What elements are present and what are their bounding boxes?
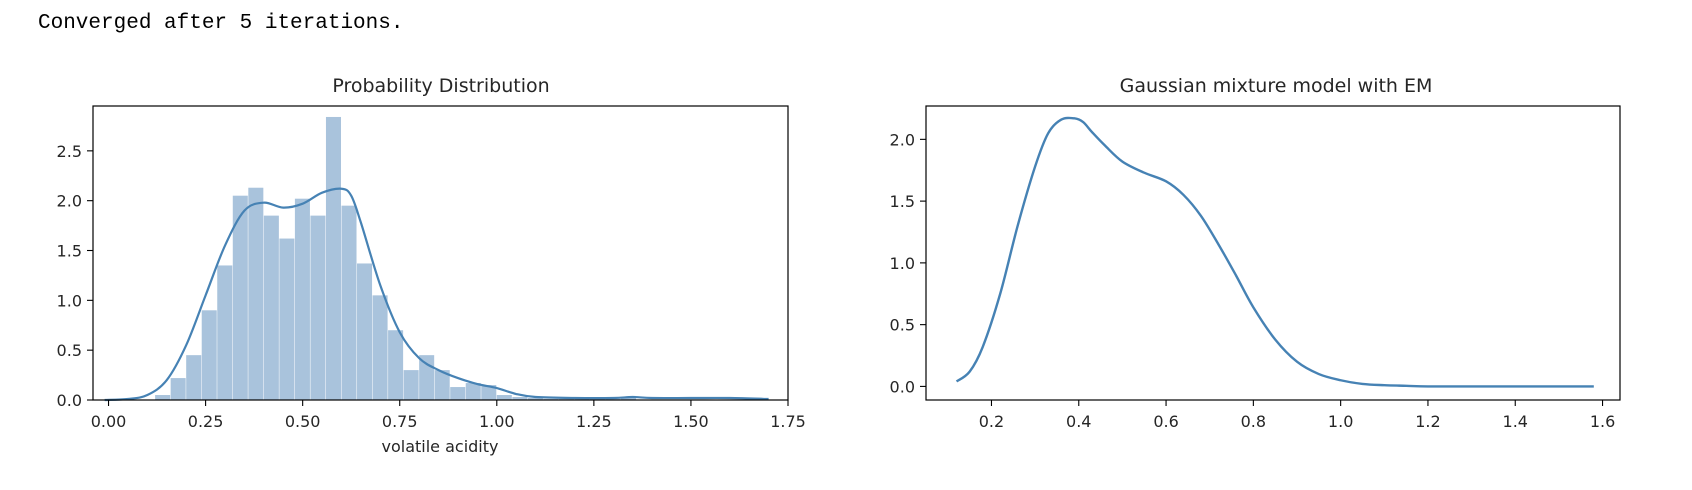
- density-curve: [104, 187, 769, 402]
- chart1-x-tick-label: 0.50: [285, 412, 321, 431]
- chart2-y-ticks: 0.0 0.5 1.0 1.5 2.0: [890, 130, 926, 396]
- chart1-y-tick-label: 2.5: [57, 142, 82, 161]
- histogram-bar: [294, 198, 310, 400]
- chart2-x-tick-label: 1.0: [1328, 412, 1353, 431]
- chart2-y-tick-label: 1.0: [890, 254, 915, 273]
- chart1-title: Probability Distribution: [332, 75, 549, 97]
- histogram-chart: Probability Distribution 0.00 0.25 0.50 0.7…: [57, 75, 806, 456]
- chart1-x-ticks: 0.00 0.25 0.50 0.75 1.00 1.25 1.50 1.75: [91, 400, 806, 431]
- gmm-chart: Gaussian mixture model with EM 0.2 0.4 0.6…: [890, 75, 1621, 431]
- histogram-bar: [450, 387, 466, 400]
- chart2-x-tick-label: 1.4: [1503, 412, 1528, 431]
- histogram-bar: [465, 383, 481, 400]
- chart2-x-tick-label: 1.6: [1590, 412, 1615, 431]
- histogram-bar: [481, 385, 497, 400]
- chart2-y-tick-label: 1.5: [890, 192, 915, 211]
- chart1-x-label: volatile acidity: [382, 437, 499, 456]
- chart1-y-tick-label: 1.0: [57, 291, 82, 310]
- histogram-bar: [232, 195, 248, 400]
- chart2-x-tick-label: 0.2: [979, 412, 1004, 431]
- histogram-bar: [155, 395, 171, 400]
- chart1-x-tick-label: 0.25: [188, 412, 224, 431]
- gmm-density-line: [955, 116, 1594, 388]
- chart1-x-tick-label: 1.75: [770, 412, 806, 431]
- chart2-x-tick-label: 0.4: [1066, 412, 1091, 431]
- histogram-bar: [527, 398, 543, 400]
- histogram-bar: [403, 370, 419, 400]
- chart2-x-ticks: 0.2 0.4 0.6 0.8 1.0 1.2 1.4 1.6: [979, 400, 1615, 431]
- histogram-bar: [357, 263, 373, 400]
- histogram-bar: [419, 355, 435, 400]
- histogram-bar: [170, 378, 186, 400]
- chart1-y-ticks: 0.0 0.5 1.0 1.5 2.0 2.5: [57, 142, 93, 410]
- chart1-x-tick-label: 0.00: [91, 412, 127, 431]
- chart2-frame: [925, 105, 1621, 401]
- histogram-bar: [248, 187, 264, 400]
- histogram-bar: [372, 295, 388, 400]
- chart2-y-tick-label: 2.0: [890, 130, 915, 149]
- chart2-y-tick-label: 0.0: [890, 377, 915, 396]
- chart1-y-tick-label: 0.0: [57, 391, 82, 410]
- chart2-y-tick-label: 0.5: [890, 316, 915, 335]
- histogram-bar: [325, 116, 341, 401]
- histogram-bar: [310, 215, 326, 400]
- chart1-frame: [92, 105, 789, 401]
- histogram-bar: [217, 265, 233, 400]
- chart1-y-tick-label: 2.0: [57, 192, 82, 211]
- histogram-bar: [434, 370, 450, 400]
- chart2-x-tick-label: 0.6: [1153, 412, 1178, 431]
- histogram-bar: [512, 397, 528, 400]
- histogram-bar: [186, 355, 202, 400]
- histogram-bar: [201, 310, 217, 400]
- histogram-bar: [621, 398, 637, 400]
- chart1-x-tick-label: 1.50: [673, 412, 709, 431]
- chart1-x-tick-label: 1.00: [479, 412, 515, 431]
- chart1-y-tick-label: 1.5: [57, 242, 82, 261]
- histogram-bar: [279, 238, 295, 400]
- histogram-bar: [341, 205, 357, 400]
- chart1-y-tick-label: 0.5: [57, 341, 82, 360]
- console-output: Converged after 5 iterations.: [38, 12, 404, 35]
- histogram-bar: [388, 330, 404, 400]
- chart2-x-tick-label: 0.8: [1241, 412, 1266, 431]
- chart1-x-tick-label: 1.25: [576, 412, 612, 431]
- histogram-bar: [496, 395, 512, 400]
- chart1-x-tick-label: 0.75: [382, 412, 418, 431]
- chart2-x-tick-label: 1.2: [1415, 412, 1440, 431]
- histogram-bars: [155, 116, 637, 401]
- chart2-title: Gaussian mixture model with EM: [1120, 75, 1433, 97]
- histogram-bar: [263, 215, 279, 400]
